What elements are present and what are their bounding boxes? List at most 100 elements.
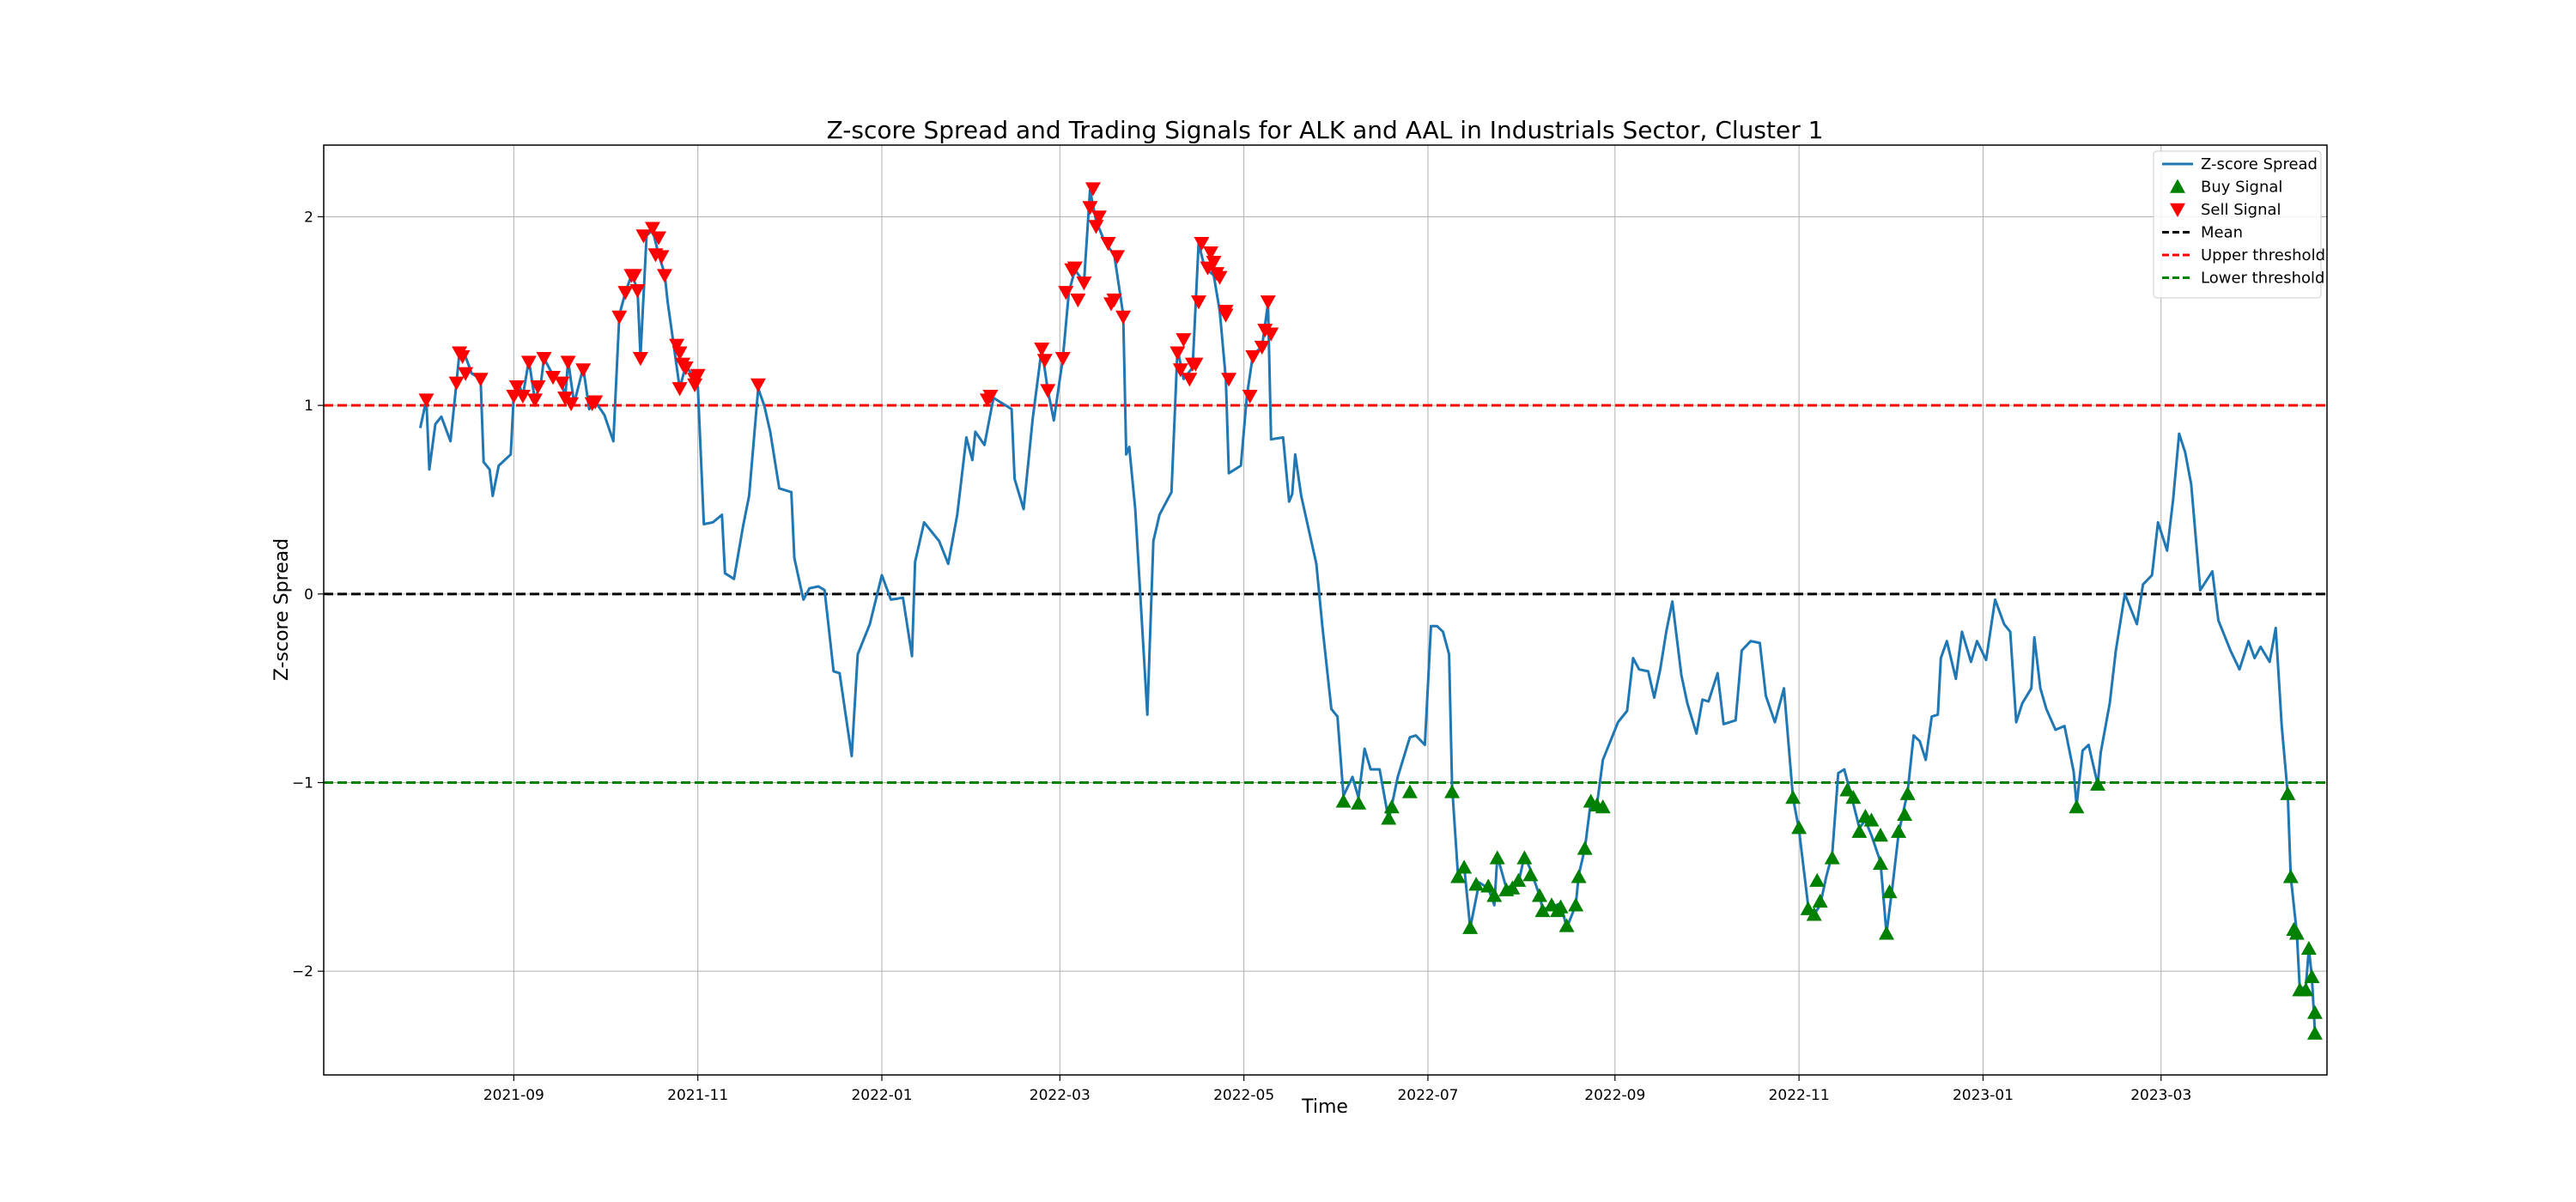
sell-signal-marker <box>687 378 703 392</box>
legend-swatch-sell-signal <box>2170 203 2185 217</box>
x-tick-label: 2023-01 <box>1953 1087 2014 1104</box>
y-tick-label: −1 <box>292 775 313 792</box>
sell-signal-marker <box>671 346 688 361</box>
sell-signal-marker <box>1088 220 1104 234</box>
x-tick-label: 2022-03 <box>1030 1087 1091 1104</box>
sell-signal-marker <box>554 376 570 391</box>
x-axis-label: Time <box>1301 1096 1348 1118</box>
sell-signal-marker <box>1066 261 1083 276</box>
sell-signal-marker <box>1034 343 1050 357</box>
buy-signal-marker <box>2306 1005 2323 1019</box>
buy-signal-marker <box>1809 872 1826 887</box>
x-axis-ticks: 2021-09 2021-11 2022-01 2022-03 2022-05 2022-… <box>483 1075 2191 1104</box>
sell-signal-marker <box>1218 305 1234 319</box>
buy-signal-marker <box>1351 795 1367 810</box>
buy-signal-marker <box>1383 799 1400 814</box>
y-tick-label: −2 <box>292 963 313 980</box>
buy-signal-marker <box>1806 907 1822 921</box>
x-tick-label: 2023-03 <box>2130 1087 2191 1104</box>
buy-signal-marker <box>1486 888 1503 902</box>
buy-signal-marker <box>1785 790 1801 804</box>
plot-frame <box>323 144 2328 1076</box>
sell-signal-marker <box>982 389 999 404</box>
buy-signal-marker <box>1552 899 1569 914</box>
buy-signal-marker <box>2298 982 2314 997</box>
sell-signal-marker <box>1070 293 1086 308</box>
buy-signal-marker <box>1335 793 1352 808</box>
sell-signal-marker <box>448 376 465 391</box>
sell-signal-marker <box>671 382 688 397</box>
buy-signal-marker <box>1791 820 1807 835</box>
x-tick-label: 2022-11 <box>1769 1087 1830 1104</box>
sell-signal-marker <box>1245 349 1261 365</box>
sell-signal-marker <box>514 389 531 404</box>
legend-label-z-score-spread: Z-score Spread <box>2201 155 2318 173</box>
sell-signal-marker <box>626 269 642 283</box>
sell-signal-marker <box>1176 333 1192 348</box>
sell-signal-marker <box>657 269 673 283</box>
legend-box <box>2153 150 2322 299</box>
sell-signal-marker <box>563 397 580 411</box>
signal-markers <box>418 182 2323 1040</box>
buy-signal-marker <box>1824 850 1840 865</box>
sell-signal-marker <box>1100 237 1116 252</box>
sell-signal-marker <box>1076 276 1092 291</box>
sell-signal-marker <box>1254 340 1270 355</box>
sell-signal-marker <box>560 355 576 370</box>
buy-signal-marker <box>1401 784 1418 798</box>
sell-signal-marker <box>629 283 646 299</box>
sell-signal-marker <box>690 368 706 384</box>
sell-signal-marker <box>1242 389 1258 404</box>
legend-label-buy-signal: Buy Signal <box>2201 179 2282 197</box>
sell-signal-marker <box>1170 346 1186 361</box>
sell-signal-marker <box>472 373 489 387</box>
buy-signal-marker <box>1516 850 1533 865</box>
sell-signal-marker <box>1190 295 1206 310</box>
x-tick-label: 2021-09 <box>483 1087 544 1104</box>
sell-signal-marker <box>1202 246 1218 261</box>
buy-signal-marker <box>1510 872 1527 887</box>
buy-signal-marker <box>1571 869 1587 883</box>
buy-signal-marker <box>2300 940 2317 956</box>
buy-signal-marker <box>1444 784 1461 798</box>
sell-signal-marker <box>545 371 562 385</box>
buy-signal-marker <box>1480 878 1497 893</box>
y-tick-label: 0 <box>304 586 313 604</box>
buy-signal-marker <box>1851 823 1868 838</box>
buy-signal-marker <box>1462 920 1479 934</box>
legend-swatch-buy-signal <box>2170 179 2185 193</box>
buy-signal-marker <box>2069 799 2085 814</box>
buy-signal-marker <box>1489 850 1505 865</box>
legend-label-mean: Mean <box>2201 224 2243 242</box>
buy-signal-marker <box>1845 790 1862 804</box>
buy-signal-marker <box>1897 806 1913 822</box>
buy-signal-marker <box>1863 812 1880 827</box>
buy-signal-marker <box>1381 810 1397 825</box>
sell-signal-marker <box>1106 293 1122 308</box>
sell-signal-marker <box>1206 255 1222 270</box>
sell-signal-marker <box>1115 310 1132 325</box>
buy-signal-marker <box>1577 841 1593 855</box>
y-tick-label: 2 <box>304 209 313 226</box>
buy-signal-marker <box>2089 776 2105 791</box>
sell-signal-marker <box>526 393 543 408</box>
legend: Z-score Spread Buy Signal Sell Signal Mean U… <box>2153 150 2325 299</box>
y-axis-label: Z-score Spread <box>271 538 293 681</box>
sell-signal-marker <box>750 378 766 392</box>
x-tick-label: 2022-07 <box>1397 1087 1458 1104</box>
buy-signal-marker <box>2280 786 2296 800</box>
buy-signal-marker <box>1456 859 1473 874</box>
buy-signal-marker <box>1839 782 1856 797</box>
sell-signal-marker <box>536 352 552 367</box>
sell-signal-marker <box>1036 354 1053 368</box>
sell-signal-marker <box>1194 237 1210 252</box>
sell-signal-marker <box>508 379 525 395</box>
y-axis-ticks: 2 1 0 −1 −2 <box>292 209 324 980</box>
x-tick-label: 2021-11 <box>667 1087 728 1104</box>
reference-lines <box>324 404 2327 785</box>
sell-signal-marker <box>1182 373 1198 387</box>
sell-signal-marker <box>1188 357 1204 372</box>
sell-signal-marker <box>632 352 648 367</box>
